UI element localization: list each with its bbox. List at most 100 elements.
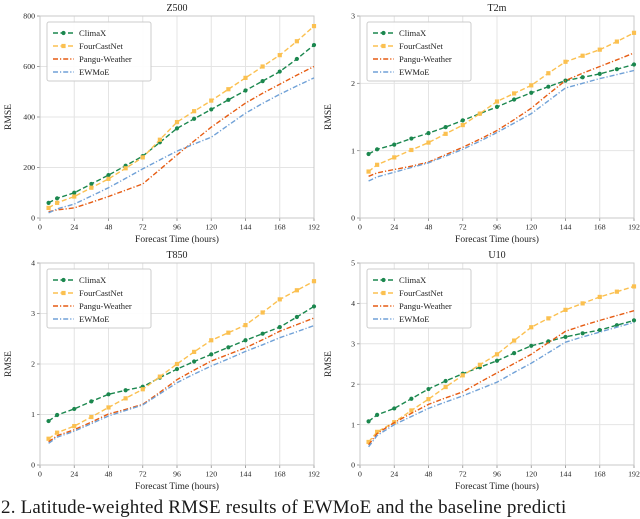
x-axis-label: Forecast Time (hours)	[135, 234, 219, 245]
y-tick-label: 800	[23, 12, 35, 21]
y-tick-label: 2	[351, 79, 355, 88]
chart-u10: 0 24 48 72 96 120 144 168 192 0 1 2 3 4 5 U10 Forecast T…	[324, 250, 640, 492]
series-ewmoe	[48, 324, 315, 444]
chart-title: Z500	[166, 3, 187, 14]
legend-label: Pangu-Weather	[79, 54, 132, 64]
x-tick-label: 144	[240, 470, 252, 479]
x-tick-label: 72	[139, 470, 147, 479]
y-tick-label: 3	[351, 340, 355, 349]
series-fourcastnet	[46, 24, 317, 210]
legend-label: Pangu-Weather	[399, 54, 452, 64]
x-tick-label: 96	[493, 470, 501, 479]
x-axis-label: Forecast Time (hours)	[135, 481, 219, 492]
x-axis-label: Forecast Time (hours)	[455, 481, 539, 492]
y-axis-label: RMSE	[4, 104, 14, 130]
y-tick-label: 0	[351, 461, 355, 470]
legend: ClimaX FourCastNet Pangu-Weather EWMoE	[46, 21, 152, 82]
series-pangu-weather	[48, 317, 315, 443]
x-tick-label: 144	[560, 470, 572, 479]
figure-caption: 2. Latitude-weighted RMSE results of EWM…	[1, 497, 567, 518]
y-tick-label: 3	[351, 12, 355, 21]
x-tick-label: 48	[425, 223, 433, 232]
y-axis-label: RMSE	[324, 104, 334, 130]
legend: ClimaX FourCastNet Pangu-Weather EWMoE	[366, 21, 472, 82]
y-tick-label: 0	[31, 461, 35, 470]
legend-label: FourCastNet	[399, 288, 444, 298]
x-tick-label: 168	[594, 223, 606, 232]
x-tick-label: 120	[205, 470, 217, 479]
chart-title: U10	[488, 250, 505, 261]
x-tick-label: 168	[274, 470, 286, 479]
legend-label: FourCastNet	[399, 41, 444, 51]
y-tick-label: 0	[31, 214, 35, 223]
y-tick-label: 5	[351, 259, 355, 268]
x-tick-label: 96	[173, 223, 181, 232]
legend-label: EWMoE	[79, 314, 110, 324]
chart-cell-t850: 0 24 48 72 96 120 144 168 192 0 1 2 3 4 T850 Forecast T…	[0, 247, 320, 494]
chart-cell-u10: 0 24 48 72 96 120 144 168 192 0 1 2 3 4 5 U10 Forecast T…	[320, 247, 640, 494]
series-ewmoe	[48, 77, 315, 214]
y-axis-label: RMSE	[4, 351, 14, 377]
x-tick-label: 0	[38, 470, 42, 479]
x-tick-label: 192	[628, 223, 640, 232]
chart-t2m: 0 24 48 72 96 120 144 168 192 0 1 2 3 T2m Forecast Tim…	[324, 3, 640, 245]
chart-cell-t2m: 0 24 48 72 96 120 144 168 192 0 1 2 3 T2m Forecast Tim…	[320, 0, 640, 247]
chart-z500: 0 24 48 72 96 120 144 168 192 0 200 400 600 800 Z500 Fo…	[4, 3, 320, 245]
legend-label: ClimaX	[399, 275, 427, 285]
y-tick-label: 3	[31, 309, 35, 318]
x-tick-label: 48	[105, 470, 113, 479]
y-tick-label: 200	[23, 163, 35, 172]
series-fourcastnet	[366, 284, 637, 445]
series-pangu-weather	[48, 65, 315, 213]
x-tick-label: 192	[628, 470, 640, 479]
series-ewmoe	[368, 69, 635, 182]
legend-label: Pangu-Weather	[399, 301, 452, 311]
x-tick-label: 0	[358, 470, 362, 479]
series-fourcastnet	[46, 279, 317, 441]
x-tick-label: 144	[560, 223, 572, 232]
x-tick-label: 48	[425, 470, 433, 479]
x-tick-label: 120	[525, 470, 537, 479]
legend-label: Pangu-Weather	[79, 301, 132, 311]
y-tick-label: 2	[351, 380, 355, 389]
y-tick-label: 1	[351, 420, 355, 429]
legend-label: EWMoE	[79, 67, 110, 77]
chart-title: T2m	[488, 3, 507, 14]
x-axis-label: Forecast Time (hours)	[455, 234, 539, 245]
y-tick-label: 600	[23, 62, 35, 71]
x-tick-label: 96	[173, 470, 181, 479]
y-axis-label: RMSE	[324, 351, 334, 377]
legend-label: FourCastNet	[79, 41, 124, 51]
legend: ClimaX FourCastNet Pangu-Weather EWMoE	[366, 268, 472, 329]
chart-cell-z500: 0 24 48 72 96 120 144 168 192 0 200 400 600 800 Z500 Fo…	[0, 0, 320, 247]
legend-label: FourCastNet	[79, 288, 124, 298]
series-climax	[46, 304, 317, 424]
x-tick-label: 144	[240, 223, 252, 232]
legend-label: EWMoE	[399, 67, 430, 77]
x-tick-label: 192	[308, 470, 320, 479]
series-climax	[366, 62, 637, 157]
series-pangu-weather	[368, 52, 635, 177]
x-tick-label: 168	[594, 470, 606, 479]
x-tick-label: 0	[358, 223, 362, 232]
x-tick-label: 192	[308, 223, 320, 232]
x-tick-label: 96	[493, 223, 501, 232]
x-tick-label: 72	[139, 223, 147, 232]
y-tick-label: 1	[351, 146, 355, 155]
x-tick-label: 24	[390, 470, 398, 479]
chart-t850: 0 24 48 72 96 120 144 168 192 0 1 2 3 4 T850 Forecast T…	[4, 250, 320, 492]
x-tick-label: 168	[274, 223, 286, 232]
legend-label: ClimaX	[79, 275, 107, 285]
chart-title: T850	[166, 250, 187, 261]
y-tick-label: 2	[31, 360, 35, 369]
x-tick-label: 72	[459, 470, 467, 479]
x-tick-label: 120	[525, 223, 537, 232]
legend-label: ClimaX	[79, 28, 107, 38]
x-tick-label: 120	[205, 223, 217, 232]
y-tick-label: 1	[31, 410, 35, 419]
y-tick-label: 400	[23, 113, 35, 122]
legend: ClimaX FourCastNet Pangu-Weather EWMoE	[46, 268, 152, 329]
x-tick-label: 24	[70, 470, 78, 479]
legend-label: EWMoE	[399, 314, 430, 324]
